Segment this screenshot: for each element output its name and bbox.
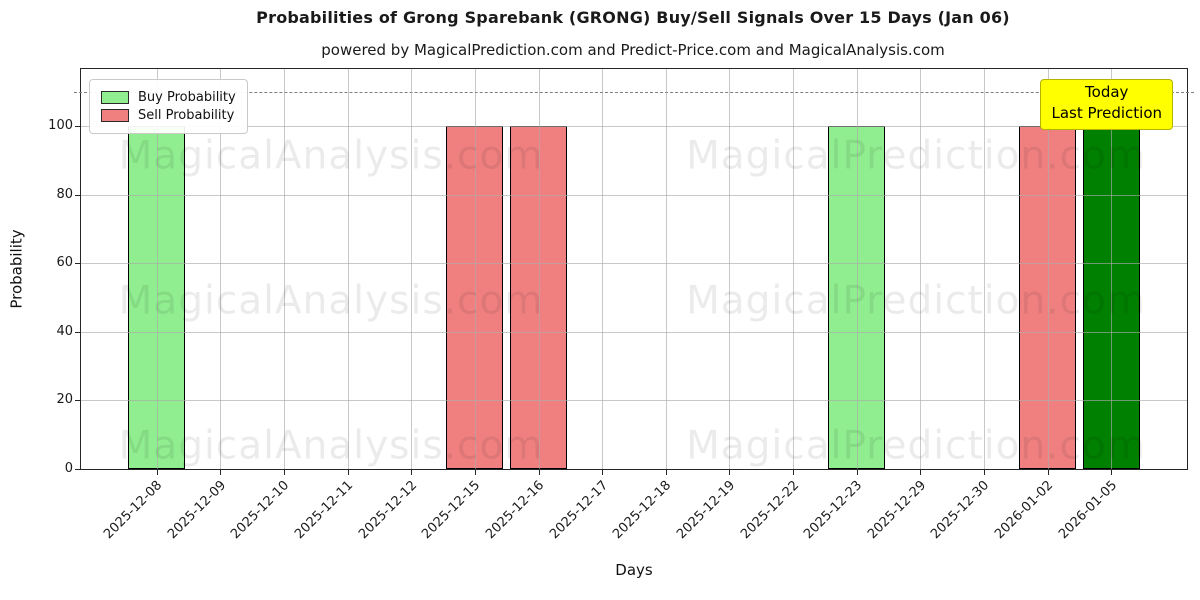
legend-swatch bbox=[101, 91, 129, 104]
legend-swatch bbox=[101, 109, 129, 122]
watermark-right: MagicalPrediction.com bbox=[686, 423, 1146, 469]
gridline-vertical bbox=[665, 69, 667, 469]
gridline-vertical bbox=[920, 69, 922, 469]
x-tick-label: 2025-12-10 bbox=[228, 478, 293, 543]
legend-item: Sell Probability bbox=[101, 108, 236, 123]
gridline-vertical bbox=[284, 69, 285, 469]
x-tick-mark bbox=[1047, 469, 1049, 475]
watermark-right: MagicalPrediction.com bbox=[686, 278, 1146, 324]
legend-label: Sell Probability bbox=[138, 108, 235, 123]
y-tick-mark bbox=[75, 400, 81, 402]
gridline-vertical bbox=[220, 69, 222, 469]
x-tick-label: 2025-12-08 bbox=[101, 478, 166, 543]
x-tick-mark bbox=[729, 469, 731, 475]
gridline-horizontal bbox=[81, 126, 1187, 128]
x-tick-mark bbox=[984, 469, 985, 475]
x-tick-label: 2025-12-17 bbox=[546, 478, 611, 543]
y-tick-label: 80 bbox=[56, 186, 73, 202]
y-tick-label: 60 bbox=[56, 255, 73, 271]
gridline-horizontal bbox=[81, 331, 1187, 333]
gridline-vertical bbox=[538, 69, 540, 469]
x-tick-mark bbox=[411, 469, 413, 475]
x-tick-mark bbox=[284, 469, 285, 475]
legend: Buy Probability Sell Probability bbox=[89, 79, 248, 134]
gridline-vertical bbox=[729, 69, 731, 469]
annotation-line-2: Last Prediction bbox=[1051, 104, 1162, 123]
gridline-vertical bbox=[347, 69, 349, 469]
watermark-left: MagicalAnalysis.com bbox=[118, 423, 544, 469]
x-tick-label: 2025-12-30 bbox=[928, 478, 993, 543]
legend-item: Buy Probability bbox=[101, 90, 236, 105]
watermark-left: MagicalAnalysis.com bbox=[118, 133, 544, 179]
y-tick-mark bbox=[75, 469, 81, 470]
y-tick-mark bbox=[75, 331, 81, 333]
chart-title: Probabilities of Grong Sparebank (GRONG)… bbox=[256, 8, 1010, 27]
x-tick-label: 2025-12-16 bbox=[483, 478, 548, 543]
gridline-horizontal bbox=[81, 194, 1187, 196]
today-annotation: Today Last Prediction bbox=[1040, 79, 1173, 130]
gridline-horizontal bbox=[81, 400, 1187, 402]
gridline-vertical bbox=[411, 69, 413, 469]
y-tick-label: 20 bbox=[56, 392, 73, 408]
gridline-vertical bbox=[856, 69, 858, 469]
gridline-vertical bbox=[474, 69, 476, 469]
x-tick-label: 2025-12-29 bbox=[864, 478, 929, 543]
annotation-line-1: Today bbox=[1085, 83, 1129, 101]
x-tick-mark bbox=[793, 469, 795, 475]
y-tick-label: 100 bbox=[48, 118, 73, 134]
y-tick-mark bbox=[75, 194, 81, 196]
legend-label: Buy Probability bbox=[138, 90, 236, 105]
y-tick-mark bbox=[75, 126, 81, 128]
watermark-right: MagicalPrediction.com bbox=[686, 133, 1146, 179]
x-tick-label: 2025-12-15 bbox=[419, 478, 484, 543]
watermark-left: MagicalAnalysis.com bbox=[118, 278, 544, 324]
x-tick-mark bbox=[1111, 469, 1113, 475]
gridline-vertical bbox=[1047, 69, 1049, 469]
x-tick-label: 2026-01-02 bbox=[992, 478, 1057, 543]
x-tick-mark bbox=[538, 469, 540, 475]
x-tick-label: 2025-12-19 bbox=[674, 478, 739, 543]
x-tick-mark bbox=[920, 469, 922, 475]
gridline-vertical bbox=[1111, 69, 1113, 469]
x-tick-label: 2025-12-23 bbox=[801, 478, 866, 543]
chart-subtitle: powered by MagicalPrediction.com and Pre… bbox=[321, 41, 945, 59]
x-tick-label: 2025-12-22 bbox=[737, 478, 802, 543]
x-tick-label: 2025-12-11 bbox=[292, 478, 357, 543]
x-tick-mark bbox=[474, 469, 476, 475]
y-tick-label: 40 bbox=[56, 323, 73, 339]
x-tick-mark bbox=[602, 469, 604, 475]
x-tick-mark bbox=[156, 469, 158, 475]
x-tick-mark bbox=[665, 469, 667, 475]
dashed-threshold-line bbox=[74, 91, 1194, 93]
x-tick-label: 2025-12-12 bbox=[355, 478, 420, 543]
x-tick-mark bbox=[347, 469, 349, 475]
x-tick-label: 2026-01-05 bbox=[1055, 478, 1120, 543]
x-axis-label: Days bbox=[615, 561, 653, 579]
x-tick-mark bbox=[220, 469, 222, 475]
y-tick-mark bbox=[75, 263, 81, 265]
gridline-vertical bbox=[793, 69, 795, 469]
gridline-vertical bbox=[984, 69, 985, 469]
gridline-vertical bbox=[156, 69, 158, 469]
x-tick-label: 2025-12-18 bbox=[610, 478, 675, 543]
y-tick-label: 0 bbox=[64, 461, 73, 476]
plot-area: Probability Days Buy Probability Sell Pro… bbox=[8, 68, 1194, 579]
x-tick-label: 2025-12-09 bbox=[164, 478, 229, 543]
gridline-vertical bbox=[602, 69, 604, 469]
gridline-horizontal bbox=[81, 263, 1187, 265]
x-tick-mark bbox=[856, 469, 858, 475]
